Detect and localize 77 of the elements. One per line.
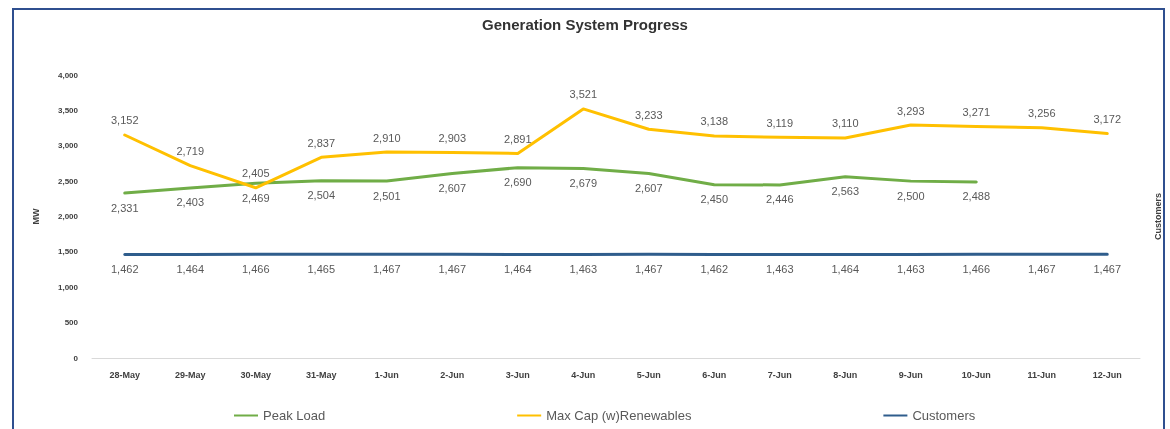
data-label: 3,256 bbox=[1027, 107, 1056, 120]
y-tick-label: 2,000 bbox=[57, 212, 79, 221]
x-tick-label: 31-May bbox=[305, 369, 337, 380]
y-tick-label: 4,000 bbox=[57, 70, 79, 80]
x-tick-label: 5-Jun bbox=[636, 369, 661, 380]
legend-label: Max Cap (w)Renewables bbox=[546, 408, 692, 423]
data-label: 2,719 bbox=[176, 145, 205, 158]
data-label: 3,110 bbox=[831, 117, 859, 130]
x-tick-label: 4-Jun bbox=[571, 369, 596, 380]
y-tick-label: 0 bbox=[73, 353, 79, 363]
data-label: 2,891 bbox=[503, 132, 532, 145]
data-label: 3,521 bbox=[569, 88, 598, 101]
data-label: 1,466 bbox=[241, 262, 270, 275]
data-label: 2,679 bbox=[569, 176, 598, 189]
y-tick-label: 2,500 bbox=[57, 176, 79, 186]
x-tick-label: 6-Jun bbox=[702, 369, 727, 380]
y-tick-label: 500 bbox=[64, 318, 79, 328]
x-tick-label: 3-Jun bbox=[505, 369, 530, 380]
x-tick-label: 12-Jun bbox=[1092, 369, 1122, 380]
data-label: 2,607 bbox=[634, 182, 663, 195]
legend-label: Peak Load bbox=[263, 408, 326, 423]
data-label: 2,331 bbox=[110, 201, 139, 214]
data-label: 3,293 bbox=[896, 104, 925, 117]
x-tick-label: 8-Jun bbox=[833, 369, 858, 380]
data-label: 2,450 bbox=[700, 193, 729, 206]
y-tick-label: 3,500 bbox=[57, 105, 79, 115]
data-label: 1,467 bbox=[634, 262, 663, 275]
data-label: 1,465 bbox=[307, 262, 336, 275]
data-label: 2,563 bbox=[831, 185, 860, 198]
data-label: 2,910 bbox=[372, 131, 401, 144]
x-tick-label: 7-Jun bbox=[767, 369, 792, 380]
x-tick-label: 9-Jun bbox=[898, 369, 923, 380]
data-label: 3,152 bbox=[110, 114, 139, 127]
y-axis-title: MW bbox=[30, 208, 41, 225]
data-label: 1,467 bbox=[1093, 262, 1122, 275]
data-label: 1,462 bbox=[700, 263, 729, 276]
data-label: 1,463 bbox=[765, 262, 794, 275]
data-label: 2,837 bbox=[307, 136, 336, 149]
data-label: 1,464 bbox=[831, 262, 860, 275]
data-label: 3,233 bbox=[634, 108, 663, 121]
chart-title: Generation System Progress bbox=[482, 16, 688, 33]
x-tick-label: 11-Jun bbox=[1027, 369, 1057, 380]
x-tick-label: 28-May bbox=[109, 369, 141, 380]
data-label: 2,446 bbox=[765, 193, 794, 206]
data-label: 2,405 bbox=[241, 167, 270, 180]
data-label: 1,463 bbox=[569, 262, 598, 275]
data-label: 3,138 bbox=[700, 115, 729, 128]
data-label: 3,271 bbox=[962, 106, 991, 119]
data-label: 2,488 bbox=[962, 190, 991, 203]
x-tick-label: 2-Jun bbox=[440, 369, 465, 380]
data-label: 2,501 bbox=[372, 189, 401, 202]
data-label: 2,607 bbox=[438, 182, 467, 195]
data-label: 2,690 bbox=[503, 176, 532, 189]
x-tick-label: 30-May bbox=[240, 369, 272, 380]
data-label: 2,903 bbox=[438, 132, 467, 145]
y2-axis-title: Customers bbox=[1152, 192, 1163, 241]
data-label: 1,466 bbox=[962, 262, 991, 275]
y-tick-label: 1,500 bbox=[57, 247, 79, 257]
x-tick-label: 10-Jun bbox=[961, 369, 991, 380]
x-tick-label: 29-May bbox=[174, 369, 206, 380]
data-label: 3,119 bbox=[766, 116, 794, 129]
data-label: 3,172 bbox=[1093, 113, 1122, 126]
y-tick-label: 3,000 bbox=[57, 141, 79, 151]
data-label: 1,463 bbox=[896, 262, 925, 275]
y-tick-label: 1,000 bbox=[57, 282, 79, 292]
data-label: 1,464 bbox=[503, 262, 532, 275]
data-label: 1,462 bbox=[110, 263, 139, 276]
data-label: 2,469 bbox=[241, 191, 270, 204]
data-label: 1,467 bbox=[372, 262, 401, 275]
data-label: 2,403 bbox=[176, 196, 205, 209]
data-label: 1,467 bbox=[1027, 262, 1056, 275]
data-label: 2,504 bbox=[307, 189, 336, 202]
x-tick-label: 1-Jun bbox=[374, 369, 399, 380]
data-label: 1,467 bbox=[438, 262, 467, 275]
data-label: 1,464 bbox=[176, 262, 205, 275]
data-label: 2,500 bbox=[896, 189, 925, 202]
legend-label: Customers bbox=[912, 408, 976, 423]
